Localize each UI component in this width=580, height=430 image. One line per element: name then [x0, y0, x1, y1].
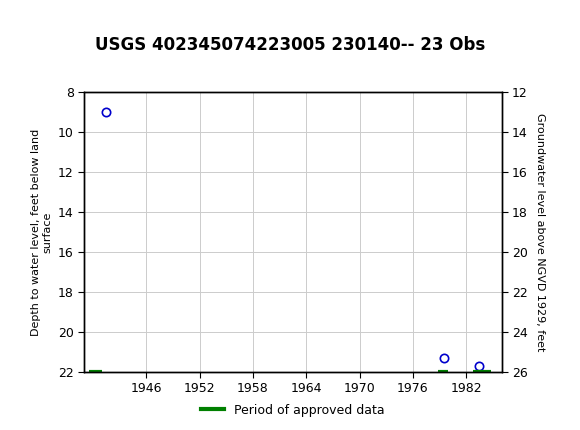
Text: USGS: USGS	[44, 12, 107, 33]
FancyBboxPatch shape	[6, 4, 38, 12]
Text: USGS 402345074223005 230140-- 23 Obs: USGS 402345074223005 230140-- 23 Obs	[95, 36, 485, 54]
Legend: Period of approved data: Period of approved data	[197, 399, 389, 421]
Y-axis label: Depth to water level, feet below land
surface: Depth to water level, feet below land su…	[31, 129, 52, 336]
FancyBboxPatch shape	[6, 15, 38, 24]
FancyBboxPatch shape	[6, 26, 38, 34]
Y-axis label: Groundwater level above NGVD 1929, feet: Groundwater level above NGVD 1929, feet	[535, 113, 545, 351]
